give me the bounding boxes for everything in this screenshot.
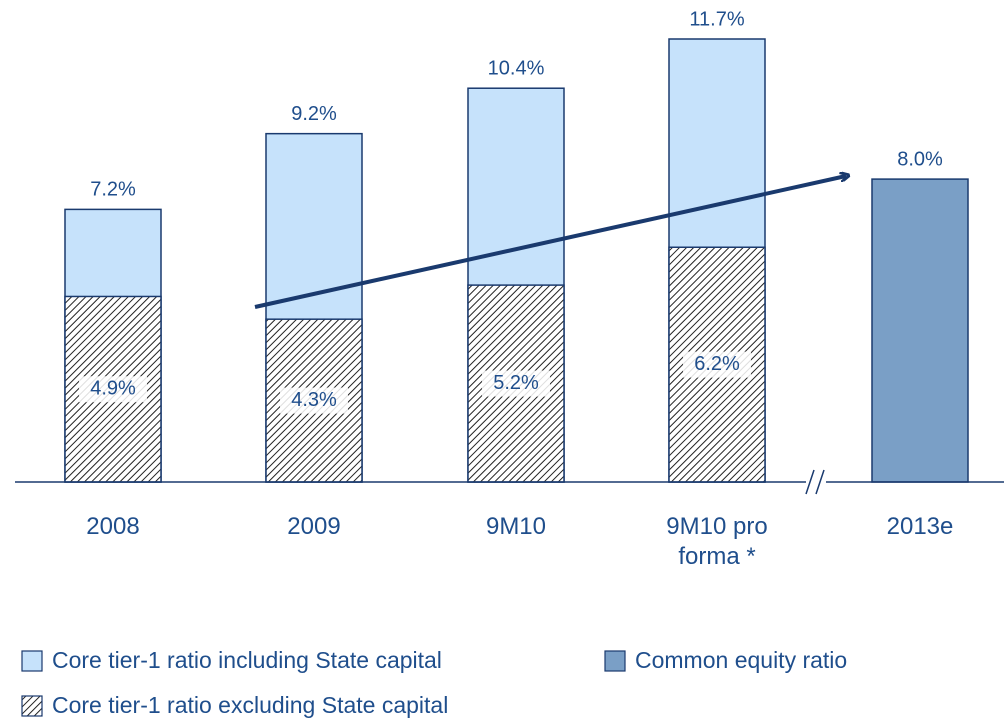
legend-label: Common equity ratio xyxy=(635,647,847,673)
value-label: 6.2% xyxy=(694,353,740,375)
label-background xyxy=(482,370,550,397)
x-tick-label: 9M10 pro forma * xyxy=(666,513,768,570)
value-label: 11.7% xyxy=(689,8,744,30)
x-tick-label: 2008 xyxy=(86,513,140,540)
value-label: 5.2% xyxy=(493,372,539,394)
value-label: 4.3% xyxy=(291,389,337,411)
legend-label: Core tier-1 ratio excluding State capita… xyxy=(52,692,448,718)
value-label: 9.2% xyxy=(291,103,337,125)
legend-swatch xyxy=(21,650,43,672)
axis-break xyxy=(815,469,825,495)
x-tick-label: 9M10 xyxy=(485,513,547,540)
legend-label: Core tier-1 ratio including State capita… xyxy=(52,647,442,673)
value-label: 10.4% xyxy=(488,58,545,80)
axis-break xyxy=(805,469,815,495)
label-background xyxy=(683,351,751,378)
trend-arrow xyxy=(254,176,846,309)
x-tick-label: 2013e xyxy=(886,513,954,540)
value-label: 7.2% xyxy=(90,179,136,201)
value-label: 8.0% xyxy=(897,148,943,170)
legend-swatch xyxy=(21,695,43,717)
x-tick-label: 2009 xyxy=(287,513,341,540)
label-background xyxy=(79,376,147,403)
value-label: 4.9% xyxy=(90,378,136,400)
label-background xyxy=(280,387,348,414)
bar xyxy=(871,178,969,483)
legend-swatch xyxy=(604,650,626,672)
axis-break-gap xyxy=(806,468,826,496)
